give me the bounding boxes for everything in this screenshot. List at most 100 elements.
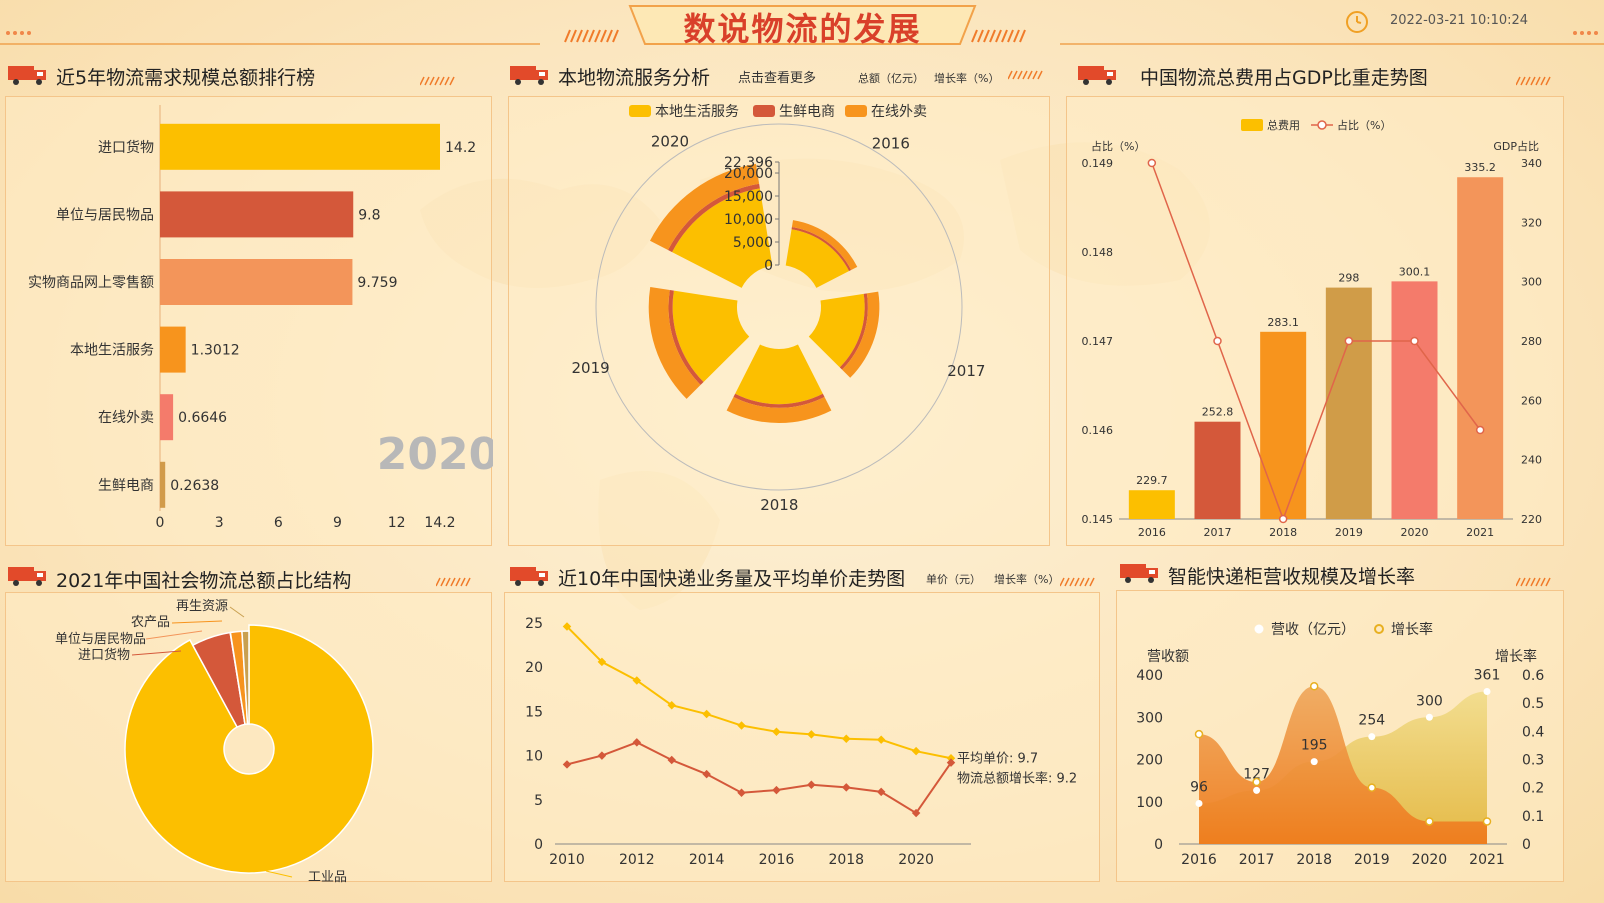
revenue-label: 195 <box>1301 738 1328 754</box>
x-tick-label: 3 <box>215 515 224 531</box>
category-label: 进口货物 <box>98 139 154 156</box>
x-tick-label: 2019 <box>1354 852 1390 868</box>
bar-value-label: 298 <box>1338 272 1359 285</box>
y-tick-label: 25 <box>525 616 543 632</box>
bar <box>160 123 440 170</box>
growth-point <box>1309 682 1319 691</box>
panel-title-rank: 近5年物流需求规模总额排行榜 <box>56 67 316 89</box>
polar-bar-segment <box>672 290 750 383</box>
header: 数说物流的发展 2022-03-21 10:10:24 <box>0 0 1604 52</box>
clock-icon <box>1346 11 1368 33</box>
category-label: 在线外卖 <box>98 410 154 426</box>
slice-label: 工业品 <box>308 870 347 883</box>
category-label: 实物商品网上零售额 <box>28 275 154 291</box>
right-tick-label: 0.4 <box>1522 724 1544 740</box>
panel-locker: 营收（亿元） 增长率 营收额 增长率 0 100 200 300 400 0 0.1 0.2 0.3 0.… <box>1116 590 1564 882</box>
x-tick-label: 2021 <box>1469 852 1505 868</box>
revenue-label: 254 <box>1358 713 1385 729</box>
bar <box>160 259 353 305</box>
right-tick-label: 340 <box>1521 157 1542 170</box>
x-tick-label: 2020 <box>1412 852 1448 868</box>
panel-local: 本地生活服务 生鲜电商 在线外卖 2016 2017 2018 2019 2020 0 5,00… <box>508 96 1050 546</box>
right-tick-label: 260 <box>1521 394 1542 407</box>
stripe-decoration <box>1008 70 1043 80</box>
legend-swatch <box>845 105 867 117</box>
legend-swatch <box>629 105 651 117</box>
series-point <box>632 738 642 747</box>
legend-label: 生鲜电商 <box>779 104 835 120</box>
x-tick-label: 2010 <box>549 852 585 868</box>
bar <box>160 394 174 441</box>
chart-local: 本地生活服务 生鲜电商 在线外卖 2016 2017 2018 2019 2020 0 5,00… <box>571 104 985 514</box>
angle-axis-circle <box>595 123 963 491</box>
left-tick-label: 300 <box>1136 710 1163 726</box>
stripe-decoration <box>1516 76 1551 86</box>
legend-label: 增长率 <box>1391 621 1433 638</box>
x-tick-label: 2020 <box>898 852 934 868</box>
ratio-line <box>1151 162 1481 522</box>
bar <box>160 326 186 373</box>
bar-value-label: 9.759 <box>357 275 397 291</box>
stripe-decoration <box>1060 577 1095 587</box>
right-tick-label: 0.3 <box>1522 753 1544 769</box>
y-tick-label: 10 <box>525 749 543 765</box>
pie-slice <box>124 624 374 874</box>
chart-gdp: 总费用 占比（%）占比（%） GDP占比0.1450.1460.1470.1480.… <box>1082 118 1543 539</box>
series-point <box>702 709 711 719</box>
polar-bar-segment <box>668 290 704 385</box>
bar <box>1391 281 1438 519</box>
radius-tick-label: 20,000 <box>724 166 773 182</box>
right-tick-label: 280 <box>1521 335 1542 348</box>
revenue-point <box>1310 758 1318 766</box>
x-tick-label: 9 <box>333 515 342 531</box>
x-tick-label: 14.2 <box>424 515 455 531</box>
angle-label: 2016 <box>872 135 910 153</box>
polar-bar-segment <box>842 291 880 378</box>
stripe-decoration <box>1516 577 1551 587</box>
left-tick-label: 0.148 <box>1082 246 1114 259</box>
label-leader-line <box>229 606 245 618</box>
bar <box>1325 287 1372 519</box>
x-tick-label: 2014 <box>689 852 725 868</box>
label-leader-line <box>131 650 182 656</box>
series-point <box>911 746 921 756</box>
x-tick-label: 2016 <box>1181 852 1217 868</box>
left-axis-title: 营收额 <box>1147 649 1189 665</box>
bar <box>1457 177 1504 519</box>
series-point <box>772 727 781 736</box>
series-line <box>566 741 952 815</box>
bar <box>1128 490 1175 519</box>
panel-title-express: 近10年中国快递业务量及平均单价走势图 <box>558 568 906 590</box>
series-point <box>842 783 851 792</box>
revenue-point <box>1425 713 1433 721</box>
x-tick-label: 2020 <box>1401 526 1429 539</box>
series-line <box>566 625 952 760</box>
panel-title-local: 本地物流服务分析 <box>558 67 711 89</box>
left-tick-label: 400 <box>1136 668 1163 684</box>
series-point <box>737 721 746 730</box>
bar <box>160 191 354 238</box>
view-more-link[interactable]: 点击查看更多 <box>738 71 817 86</box>
bar-value-label: 1.3012 <box>191 343 240 359</box>
slice-label: 再生资源 <box>176 599 228 614</box>
radius-tick-label: 5,000 <box>733 235 773 251</box>
revenue-label: 361 <box>1474 667 1501 683</box>
stripe-decoration <box>420 76 455 86</box>
truck-icon <box>1120 564 1158 583</box>
x-tick-label: 6 <box>274 515 283 531</box>
x-tick-label: 12 <box>388 515 406 531</box>
left-tick-label: 0.149 <box>1082 157 1114 170</box>
angle-label: 2019 <box>571 359 609 377</box>
x-tick-label: 2021 <box>1466 526 1494 539</box>
label-leader-line <box>265 870 293 878</box>
x-tick-label: 2016 <box>759 852 795 868</box>
bar-value-label: 0.6646 <box>178 410 227 426</box>
truck-icon <box>1078 66 1116 85</box>
category-label: 本地生活服务 <box>70 343 154 359</box>
x-tick-label: 2018 <box>828 852 864 868</box>
bar-value-label: 14.2 <box>445 140 476 156</box>
datetime: 2022-03-21 10:10:24 <box>1390 13 1529 28</box>
line-point <box>1278 514 1288 524</box>
polar-bar-segment <box>648 286 701 399</box>
